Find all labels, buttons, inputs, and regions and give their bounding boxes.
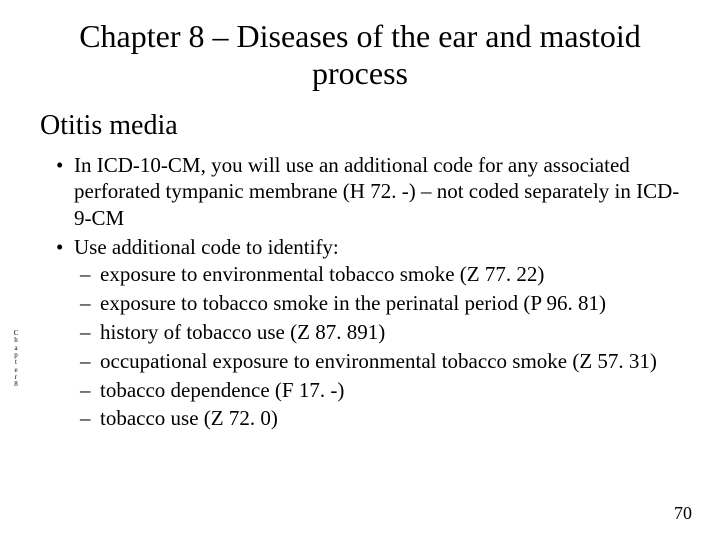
bullet-text: In ICD-10-CM, you will use an additional… [74, 153, 679, 231]
page-number: 70 [674, 503, 692, 524]
sub-bullet-text: history of tobacco use (Z 87. 891) [100, 320, 385, 344]
list-item: exposure to environmental tobacco smoke … [100, 261, 680, 288]
sub-bullet-text: occupational exposure to environmental t… [100, 349, 657, 373]
list-item: tobacco use (Z 72. 0) [100, 405, 680, 432]
bullet-list: In ICD-10-CM, you will use an additional… [40, 152, 680, 433]
list-item: tobacco dependence (F 17. -) [100, 377, 680, 404]
side-label: Chapter8 [12, 330, 20, 389]
sub-bullet-text: exposure to environmental tobacco smoke … [100, 262, 544, 286]
sub-bullet-list: exposure to environmental tobacco smoke … [74, 261, 680, 432]
list-item: Use additional code to identify: exposur… [74, 234, 680, 432]
list-item: occupational exposure to environmental t… [100, 348, 680, 375]
list-item: exposure to tobacco smoke in the perinat… [100, 290, 680, 317]
sub-bullet-text: tobacco use (Z 72. 0) [100, 406, 278, 430]
list-item: In ICD-10-CM, you will use an additional… [74, 152, 680, 233]
slide: Chapter 8 – Diseases of the ear and mast… [0, 0, 720, 540]
slide-title: Chapter 8 – Diseases of the ear and mast… [40, 18, 680, 92]
sub-bullet-text: tobacco dependence (F 17. -) [100, 378, 344, 402]
list-item: history of tobacco use (Z 87. 891) [100, 319, 680, 346]
bullet-text: Use additional code to identify: [74, 235, 339, 259]
sub-bullet-text: exposure to tobacco smoke in the perinat… [100, 291, 606, 315]
slide-subtitle: Otitis media [40, 110, 680, 142]
